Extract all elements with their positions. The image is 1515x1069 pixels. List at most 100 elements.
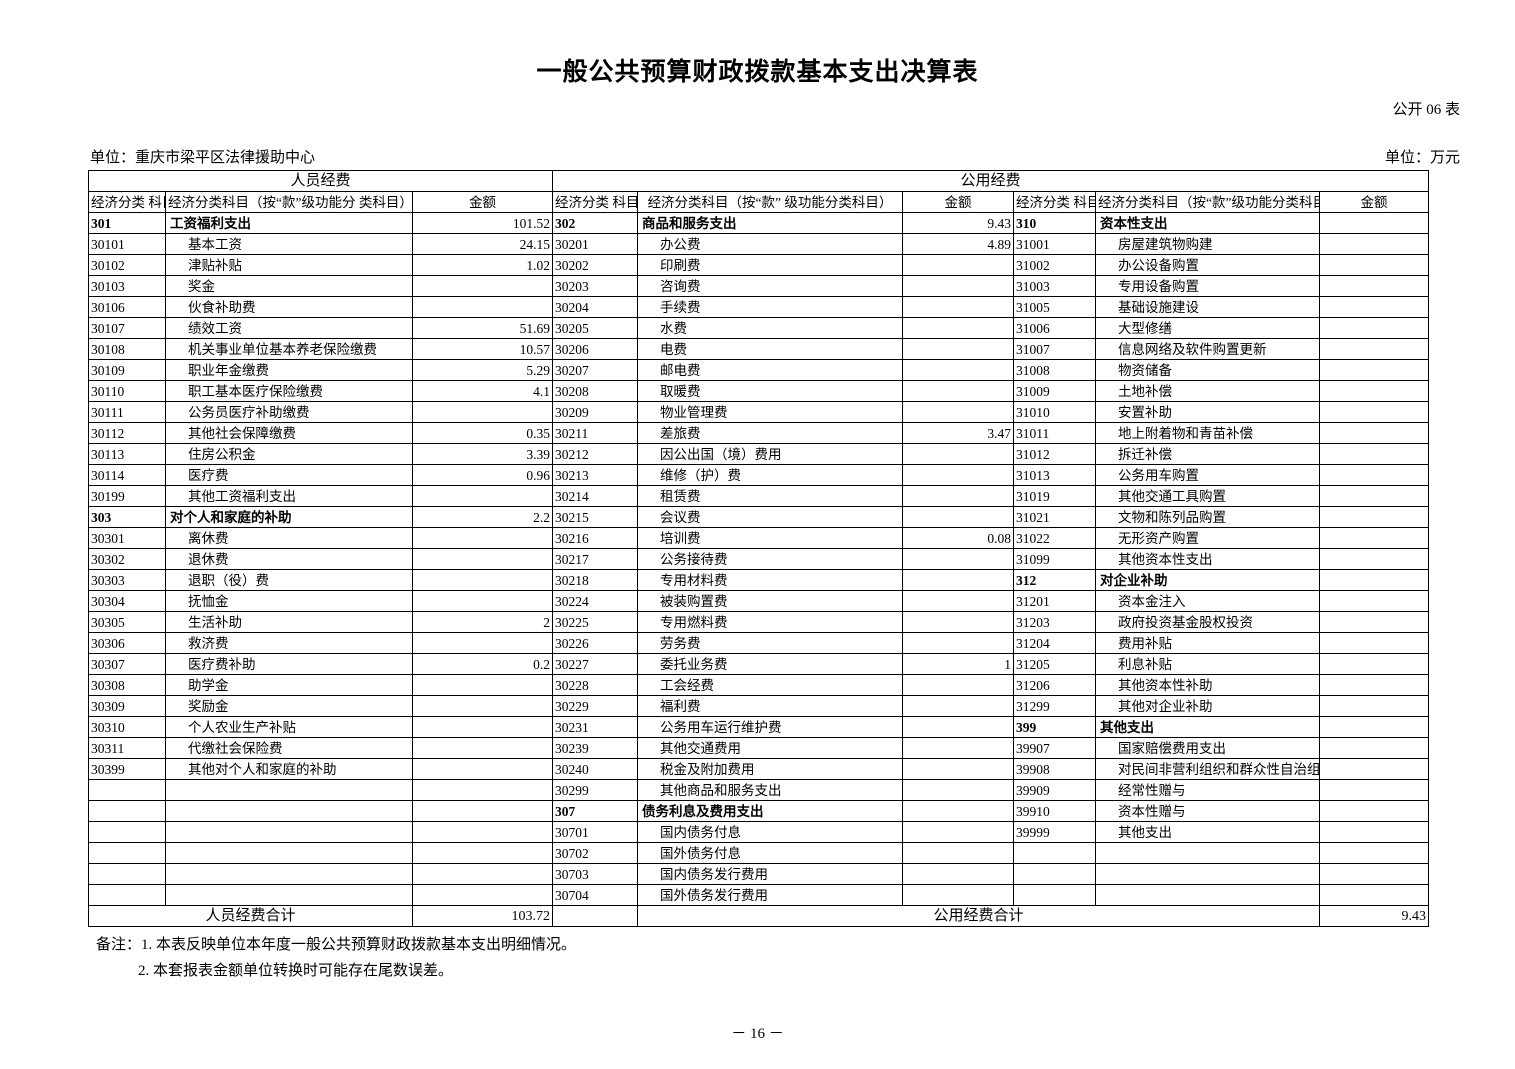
cell-name-personnel bbox=[165, 842, 413, 864]
cell-code-goods: 30215 bbox=[552, 506, 638, 528]
cell-code-capital: 310 bbox=[1013, 212, 1096, 234]
total-amount-public: 9.43 bbox=[1318, 905, 1430, 927]
table-row: 30303 退职（役）费 30218 专用材料费 312 对企业补助 bbox=[88, 569, 1430, 591]
cell-amount-capital bbox=[1318, 380, 1430, 402]
cell-name-personnel: 公务员医疗补助缴费 bbox=[165, 401, 413, 423]
cell-name-personnel: 抚恤金 bbox=[165, 590, 413, 612]
cell-code-capital: 39999 bbox=[1013, 821, 1096, 843]
cell-code-capital: 31002 bbox=[1013, 254, 1096, 276]
cell-name-goods: 其他交通费用 bbox=[637, 737, 903, 759]
cell-name-personnel: 退职（役）费 bbox=[165, 569, 413, 591]
cell-code-personnel: 30103 bbox=[88, 275, 166, 297]
cell-amount-personnel bbox=[412, 401, 553, 423]
cell-code-capital: 31099 bbox=[1013, 548, 1096, 570]
cell-code-goods: 30231 bbox=[552, 716, 638, 738]
cell-amount-personnel: 2 bbox=[412, 611, 553, 633]
cell-amount-goods bbox=[902, 506, 1014, 528]
cell-name-goods: 取暖费 bbox=[637, 380, 903, 402]
cell-code-capital: 399 bbox=[1013, 716, 1096, 738]
cell-code-goods: 30218 bbox=[552, 569, 638, 591]
cell-name-personnel: 代缴社会保险费 bbox=[165, 737, 413, 759]
cell-amount-goods bbox=[902, 863, 1014, 885]
cell-name-goods: 邮电费 bbox=[637, 359, 903, 381]
table-row: 30703 国内债务发行费用 bbox=[88, 863, 1430, 885]
cell-amount-capital bbox=[1318, 716, 1430, 738]
cell-name-capital: 安置补助 bbox=[1095, 401, 1320, 423]
table-row: 30199 其他工资福利支出 30214 租赁费 31019 其他交通工具购置 bbox=[88, 485, 1430, 507]
cell-amount-personnel bbox=[412, 695, 553, 717]
cell-code-goods: 30217 bbox=[552, 548, 638, 570]
cell-code-capital: 31007 bbox=[1013, 338, 1096, 360]
cell-code-goods: 30204 bbox=[552, 296, 638, 318]
budget-expenditure-table: 人员经费 公用经费 经济分类 科目编码 经济分类科目（按“款”级功能分 类科目）… bbox=[88, 170, 1430, 927]
cell-name-personnel: 退休费 bbox=[165, 548, 413, 570]
cell-code-personnel: 30309 bbox=[88, 695, 166, 717]
col-header-code-left: 经济分类 科目编码 bbox=[88, 191, 166, 213]
cell-name-capital: 其他支出 bbox=[1095, 716, 1320, 738]
total-label-public: 公用经费合计 bbox=[637, 905, 1320, 927]
cell-name-personnel: 对个人和家庭的补助 bbox=[165, 506, 413, 528]
table-row: 301 工资福利支出 101.52 302 商品和服务支出 9.43 310 资本性支出 bbox=[88, 212, 1430, 234]
cell-amount-personnel: 4.1 bbox=[412, 380, 553, 402]
cell-amount-goods bbox=[902, 401, 1014, 423]
cell-name-goods: 培训费 bbox=[637, 527, 903, 549]
cell-amount-goods bbox=[902, 359, 1014, 381]
cell-code-personnel bbox=[88, 863, 166, 885]
cell-amount-personnel: 24.15 bbox=[412, 233, 553, 255]
cell-name-personnel: 职工基本医疗保险缴费 bbox=[165, 380, 413, 402]
col-header-amount-right: 金额 bbox=[1318, 191, 1430, 213]
cell-name-capital: 政府投资基金股权投资 bbox=[1095, 611, 1320, 633]
cell-code-capital: 31022 bbox=[1013, 527, 1096, 549]
cell-code-capital: 31201 bbox=[1013, 590, 1096, 612]
cell-amount-personnel: 0.2 bbox=[412, 653, 553, 675]
cell-name-capital: 国家赔偿费用支出 bbox=[1095, 737, 1320, 759]
cell-amount-capital bbox=[1318, 506, 1430, 528]
cell-amount-personnel bbox=[412, 296, 553, 318]
cell-name-capital: 其他资本性支出 bbox=[1095, 548, 1320, 570]
cell-amount-capital bbox=[1318, 674, 1430, 696]
cell-code-goods: 30224 bbox=[552, 590, 638, 612]
cell-code-capital: 31003 bbox=[1013, 275, 1096, 297]
cell-name-personnel bbox=[165, 884, 413, 906]
cell-name-goods: 被装购置费 bbox=[637, 590, 903, 612]
cell-code-personnel: 303 bbox=[88, 506, 166, 528]
cell-amount-capital bbox=[1318, 212, 1430, 234]
cell-code-personnel: 301 bbox=[88, 212, 166, 234]
cell-amount-goods bbox=[902, 716, 1014, 738]
cell-name-goods: 福利费 bbox=[637, 695, 903, 717]
cell-amount-capital bbox=[1318, 296, 1430, 318]
cell-name-capital: 无形资产购置 bbox=[1095, 527, 1320, 549]
cell-amount-capital bbox=[1318, 317, 1430, 339]
cell-code-capital: 31010 bbox=[1013, 401, 1096, 423]
cell-code-personnel: 30303 bbox=[88, 569, 166, 591]
cell-code-capital: 39908 bbox=[1013, 758, 1096, 780]
cell-name-goods: 水费 bbox=[637, 317, 903, 339]
cell-name-capital: 利息补贴 bbox=[1095, 653, 1320, 675]
table-row: 30111 公务员医疗补助缴费 30209 物业管理费 31010 安置补助 bbox=[88, 401, 1430, 423]
cell-code-goods: 30704 bbox=[552, 884, 638, 906]
cell-code-goods: 30207 bbox=[552, 359, 638, 381]
cell-code-personnel: 30301 bbox=[88, 527, 166, 549]
cell-name-capital bbox=[1095, 884, 1320, 906]
cell-name-capital: 资本性赠与 bbox=[1095, 800, 1320, 822]
cell-code-personnel: 30112 bbox=[88, 422, 166, 444]
footnote-2: 2. 本套报表金额单位转换时可能存在尾数误差。 bbox=[138, 963, 454, 979]
cell-name-personnel: 住房公积金 bbox=[165, 443, 413, 465]
cell-name-personnel: 工资福利支出 bbox=[165, 212, 413, 234]
cell-amount-personnel bbox=[412, 548, 553, 570]
cell-code-goods: 30229 bbox=[552, 695, 638, 717]
cell-amount-personnel bbox=[412, 863, 553, 885]
cell-code-goods: 30227 bbox=[552, 653, 638, 675]
cell-code-goods: 30701 bbox=[552, 821, 638, 843]
cell-code-goods: 30703 bbox=[552, 863, 638, 885]
cell-amount-capital bbox=[1318, 338, 1430, 360]
cell-amount-goods bbox=[902, 884, 1014, 906]
cell-amount-personnel: 0.96 bbox=[412, 464, 553, 486]
cell-amount-capital bbox=[1318, 443, 1430, 465]
cell-name-goods: 国外债务发行费用 bbox=[637, 884, 903, 906]
cell-code-capital: 312 bbox=[1013, 569, 1096, 591]
cell-name-capital: 信息网络及软件购置更新 bbox=[1095, 338, 1320, 360]
cell-code-personnel bbox=[88, 779, 166, 801]
cell-name-goods: 国内债务发行费用 bbox=[637, 863, 903, 885]
cell-amount-capital bbox=[1318, 800, 1430, 822]
